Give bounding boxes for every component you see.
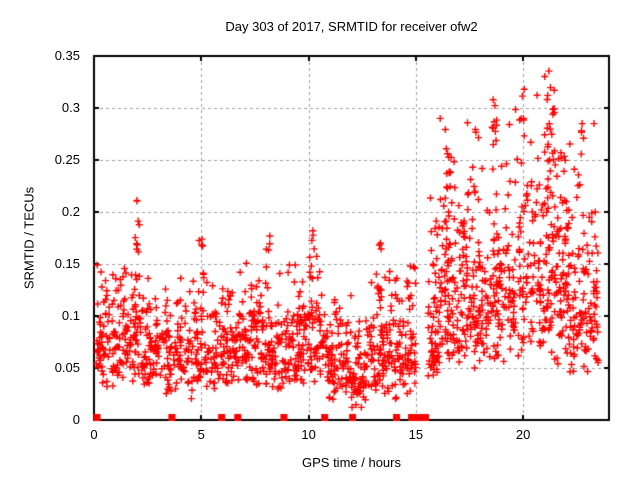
x-tick-label: 5 xyxy=(197,427,205,442)
chart-title: Day 303 of 2017, SRMTID for receiver ofw… xyxy=(225,19,478,34)
y-tick-label: 0.25 xyxy=(54,152,80,167)
x-tick-label: 0 xyxy=(90,427,98,442)
x-tick-label: 15 xyxy=(408,427,424,442)
y-tick-label: 0.05 xyxy=(54,360,80,375)
x-axis-label: GPS time / hours xyxy=(302,455,401,470)
y-tick-label: 0.3 xyxy=(61,100,80,115)
y-tick-label: 0.2 xyxy=(61,204,80,219)
x-tick-label: 10 xyxy=(301,427,316,442)
y-tick-label: 0 xyxy=(72,412,80,427)
y-tick-label: 0.15 xyxy=(54,256,80,271)
x-tick-label: 20 xyxy=(515,427,531,442)
y-axis-label: SRMTID / TECUs xyxy=(21,186,37,290)
y-tick-label: 0.1 xyxy=(61,308,80,323)
y-tick-label: 0.35 xyxy=(54,48,80,63)
